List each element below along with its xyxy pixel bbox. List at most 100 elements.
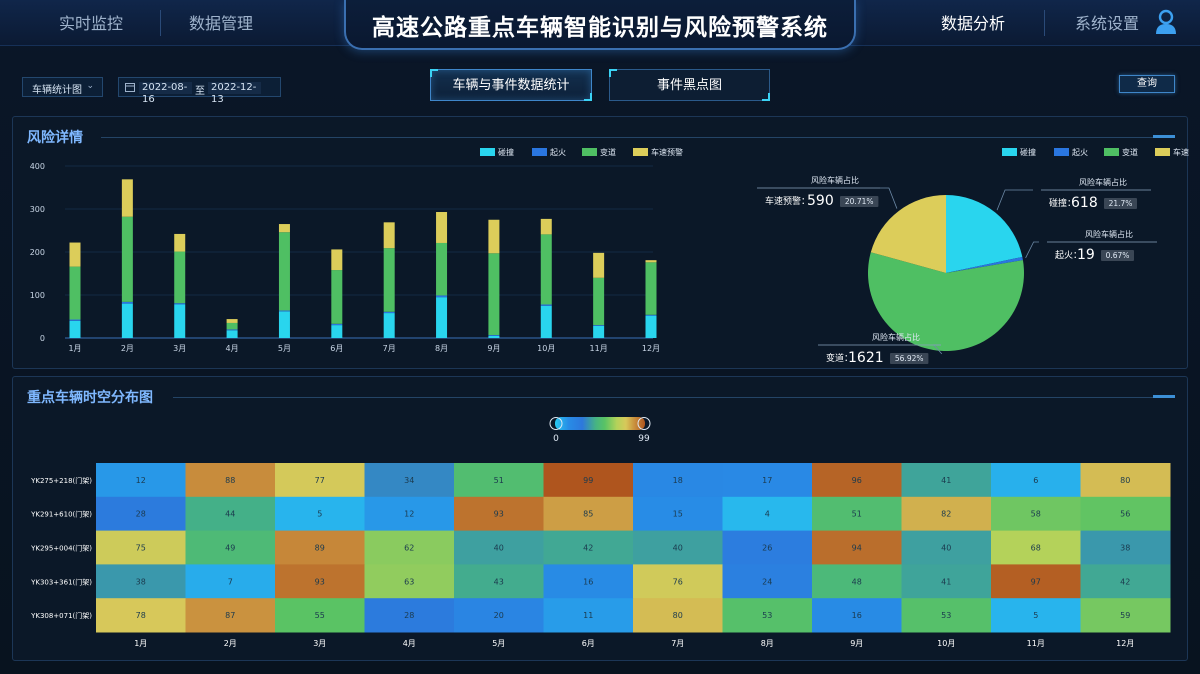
bar-segment xyxy=(121,303,133,338)
tab-vehicle-event-stats[interactable]: 车辆与事件数据统计 xyxy=(430,69,592,101)
heatmap-cell-value: 17 xyxy=(762,476,772,485)
legend-label: 碰撞 xyxy=(498,147,514,157)
legend-label: 变道 xyxy=(1122,147,1138,157)
tab-event-hotspot-map[interactable]: 事件黑点图 xyxy=(609,69,770,101)
pie-slice xyxy=(946,256,1023,273)
bar-segment xyxy=(436,297,448,338)
bar-segment xyxy=(540,218,552,235)
heatmap-cell-value: 16 xyxy=(852,611,862,620)
bar-segment xyxy=(121,301,133,304)
bar-segment xyxy=(331,325,343,338)
bar-segment xyxy=(278,311,290,338)
panel-title-risk: 风险详情 xyxy=(27,130,83,146)
callout-title: 风险车辆占比 xyxy=(872,332,920,342)
heatmap-cell-value: 82 xyxy=(941,510,951,519)
bar-segment xyxy=(69,320,81,338)
heatmap-cell-value: 77 xyxy=(315,476,325,485)
col-label: 5月 xyxy=(492,639,505,648)
tab-corner-decoration xyxy=(430,69,438,77)
legend-swatch xyxy=(1104,148,1119,156)
heatmap-cell xyxy=(364,564,455,599)
col-label: 2月 xyxy=(224,639,237,648)
heatmap-cell xyxy=(96,598,186,633)
heatmap-cell xyxy=(543,530,634,565)
heatmap-cell xyxy=(812,530,902,565)
heatmap-cell xyxy=(991,496,1081,532)
bar-segment xyxy=(383,311,395,314)
bar-segment xyxy=(593,252,605,278)
callout-leader xyxy=(880,187,898,209)
x-tick-label: 3月 xyxy=(173,344,186,353)
heatmap-cell-value: 62 xyxy=(404,544,414,553)
heatmap-cell xyxy=(633,564,723,599)
spatiotemporal-panel: 重点车辆时空分布图 0 99 YK275+218(门架) 12 88 77 34 51 99 18… xyxy=(12,376,1188,661)
nav-data-management[interactable]: 数据管理 xyxy=(189,14,254,33)
col-label: 7月 xyxy=(671,639,684,648)
legend-label: 车速预警 xyxy=(1173,147,1189,157)
y-tick-label: 100 xyxy=(30,291,45,300)
date-from-input[interactable]: 2022-08-16 xyxy=(139,82,192,105)
heatmap-cell xyxy=(991,564,1081,599)
scale-handle-max xyxy=(637,417,651,430)
heatmap-cell-value: 41 xyxy=(941,577,951,586)
heatmap-cell-value: 51 xyxy=(852,510,862,519)
nav-realtime-monitor[interactable]: 实时监控 xyxy=(59,14,124,33)
heatmap-cell xyxy=(812,463,902,498)
heatmap-cell-value: 80 xyxy=(1120,476,1130,485)
heatmap-cell xyxy=(364,530,455,565)
callout-name: 车速预警： xyxy=(765,195,810,207)
heatmap-cell-value: 97 xyxy=(1031,577,1041,586)
heatmap-cell-value: 28 xyxy=(136,510,146,519)
chart-type-select[interactable]: 车辆统计图 ⌄ xyxy=(22,77,103,97)
col-label: 3月 xyxy=(313,639,326,648)
nav-data-analysis[interactable]: 数据分析 xyxy=(941,14,1006,33)
heatmap-cell xyxy=(901,463,992,498)
date-to-input[interactable]: 2022-12-13 xyxy=(208,82,261,105)
x-tick-label: 12月 xyxy=(642,344,660,353)
panel-title-line xyxy=(173,397,1175,398)
heatmap-cell-value: 16 xyxy=(583,577,593,586)
heatmap-cell-value: 26 xyxy=(762,544,772,553)
callout-pct-badge xyxy=(890,353,929,364)
heatmap-cell xyxy=(96,530,186,565)
x-tick-label: 6月 xyxy=(330,344,343,353)
query-button[interactable]: 查询 xyxy=(1119,75,1175,93)
heatmap-cell-value: 40 xyxy=(941,544,951,553)
heatmap-cell xyxy=(364,463,455,498)
bar-segment xyxy=(278,224,290,233)
bar-segment xyxy=(488,335,500,338)
bar-segment xyxy=(174,233,186,252)
legend-label: 起火 xyxy=(1072,148,1088,157)
bar-segment xyxy=(593,277,605,326)
heatmap-cell xyxy=(185,496,276,532)
heatmap-cell-value: 18 xyxy=(673,476,683,485)
bar-segment xyxy=(226,330,238,338)
bar-segment xyxy=(488,219,500,254)
heatmap-cell xyxy=(1080,530,1171,565)
bar-segment xyxy=(593,325,605,338)
callout-pct-badge xyxy=(840,196,879,207)
heatmap-cell xyxy=(901,564,992,599)
callout-name: 起火： xyxy=(1055,250,1082,261)
legend-swatch xyxy=(582,148,597,156)
nav-divider xyxy=(160,10,161,36)
user-icon[interactable] xyxy=(1154,9,1178,35)
heatmap-cell-value: 41 xyxy=(941,476,951,485)
x-tick-label: 11月 xyxy=(590,344,608,353)
legend-label: 变道 xyxy=(600,147,616,157)
heatmap-cell-value: 58 xyxy=(1031,510,1041,519)
bar-segment xyxy=(226,329,238,331)
row-label: YK275+218(门架) xyxy=(30,476,92,485)
nav-system-settings[interactable]: 系统设置 xyxy=(1075,14,1140,33)
heatmap-cell-value: 5 xyxy=(1033,611,1038,620)
bar-segment xyxy=(121,216,133,302)
tab-corner-decoration xyxy=(609,69,617,77)
date-range-picker[interactable]: 2022-08-16 至 2022-12-13 xyxy=(118,77,281,105)
col-label: 10月 xyxy=(937,639,955,648)
heatmap-cell-value: 96 xyxy=(852,476,862,485)
col-label: 1月 xyxy=(134,639,147,648)
heatmap-cell xyxy=(901,530,992,565)
bar-segment xyxy=(278,310,290,312)
heatmap-cell-value: 76 xyxy=(673,577,683,586)
bar-segment xyxy=(436,295,448,298)
